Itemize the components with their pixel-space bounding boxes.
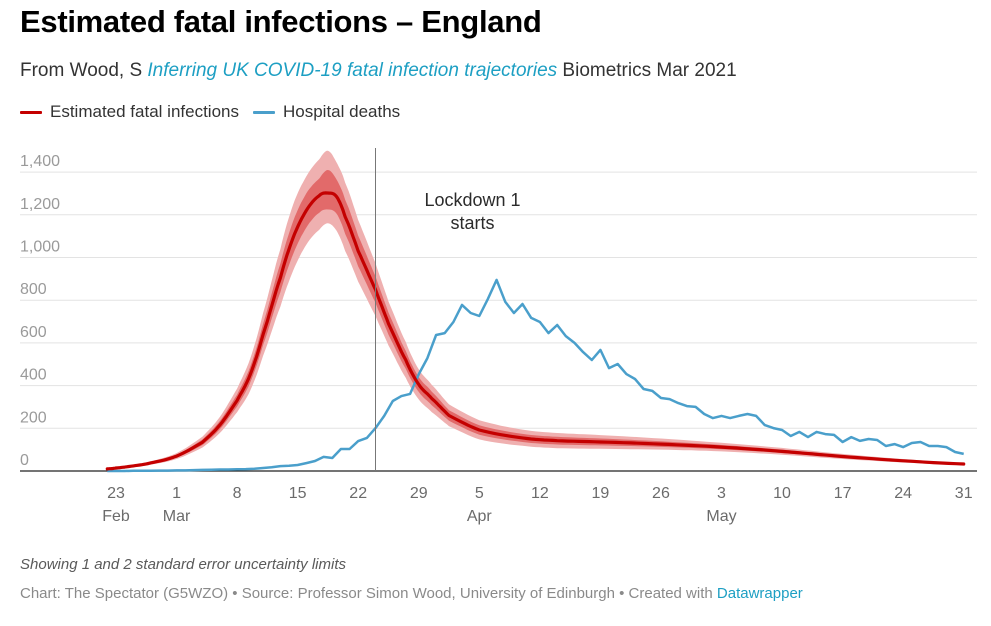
y-tick-label: 200 <box>20 409 47 426</box>
y-tick-label: 400 <box>20 367 47 384</box>
source-line: Chart: The Spectator (G5WZO) • Source: P… <box>20 585 803 602</box>
y-tick-label: 600 <box>20 324 47 341</box>
annotations: Lockdown 1 starts <box>375 148 521 471</box>
hospital-deaths-line <box>107 278 964 473</box>
y-axis-ticks: 0 200 400 600 800 1,000 1,200 1,400 <box>20 153 60 469</box>
x-tick-label: 19 <box>592 485 610 502</box>
y-tick-label: 0 <box>20 452 29 469</box>
legend-item-estimated: Estimated fatal infections <box>20 102 239 122</box>
x-tick-label: 12 <box>531 485 549 502</box>
chart-title: Estimated fatal infections – England <box>20 4 542 39</box>
x-tick-label: 1 <box>172 485 181 502</box>
x-tick-label: 10 <box>773 485 791 502</box>
x-tick-month: Apr <box>467 508 493 525</box>
x-tick-label: 24 <box>894 485 912 502</box>
y-tick-label: 1,400 <box>20 153 60 170</box>
datawrapper-link[interactable]: Datawrapper <box>716 585 803 602</box>
source-text: Chart: The Spectator (G5WZO) • Source: P… <box>20 585 717 602</box>
x-axis-ticks: 23 Feb 1 Mar 8 15 22 29 5 Apr 12 19 26 3 May 10 17 24 31 <box>102 485 972 525</box>
legend-item-hospital: Hospital deaths <box>252 102 401 122</box>
estimated-fatal-infections-line <box>105 191 966 471</box>
uncertainty-bands <box>107 150 964 470</box>
chart-subtitle: From Wood, S Inferring UK COVID-19 fatal… <box>20 60 737 82</box>
x-tick-label: 23 <box>107 485 125 502</box>
x-tick-label: 26 <box>652 485 670 502</box>
annotation-label-line1: Lockdown 1 <box>424 190 520 210</box>
x-tick-label: 5 <box>475 485 484 502</box>
legend-swatch-estimated <box>20 110 42 114</box>
x-tick-label: 17 <box>834 485 852 502</box>
series-lines <box>105 191 966 473</box>
x-tick-label: 31 <box>955 485 973 502</box>
legend-label-hospital: Hospital deaths <box>282 102 401 121</box>
y-tick-label: 800 <box>20 281 47 298</box>
annotation-label-line2: starts <box>450 213 494 233</box>
x-tick-label: 22 <box>349 485 367 502</box>
x-tick-label: 15 <box>289 485 307 502</box>
y-tick-label: 1,000 <box>20 239 60 256</box>
x-tick-month: Mar <box>163 508 191 525</box>
outer-uncertainty-band <box>107 150 964 470</box>
legend: Estimated fatal infections Hospital deat… <box>20 102 414 122</box>
x-tick-label: 29 <box>410 485 428 502</box>
subtitle-prefix: From Wood, S <box>20 60 148 81</box>
subtitle-suffix: Biometrics Mar 2021 <box>557 60 737 81</box>
y-tick-label: 1,200 <box>20 196 60 213</box>
x-tick-label: 3 <box>717 485 726 502</box>
x-tick-month: Feb <box>102 508 130 525</box>
legend-label-estimated: Estimated fatal infections <box>50 102 239 121</box>
legend-swatch-hospital <box>252 110 275 114</box>
x-tick-month: May <box>706 508 736 525</box>
paper-link[interactable]: Inferring UK COVID-19 fatal infection tr… <box>147 60 558 81</box>
x-tick-label: 8 <box>233 485 242 502</box>
uncertainty-note: Showing 1 and 2 standard error uncertain… <box>20 556 347 573</box>
